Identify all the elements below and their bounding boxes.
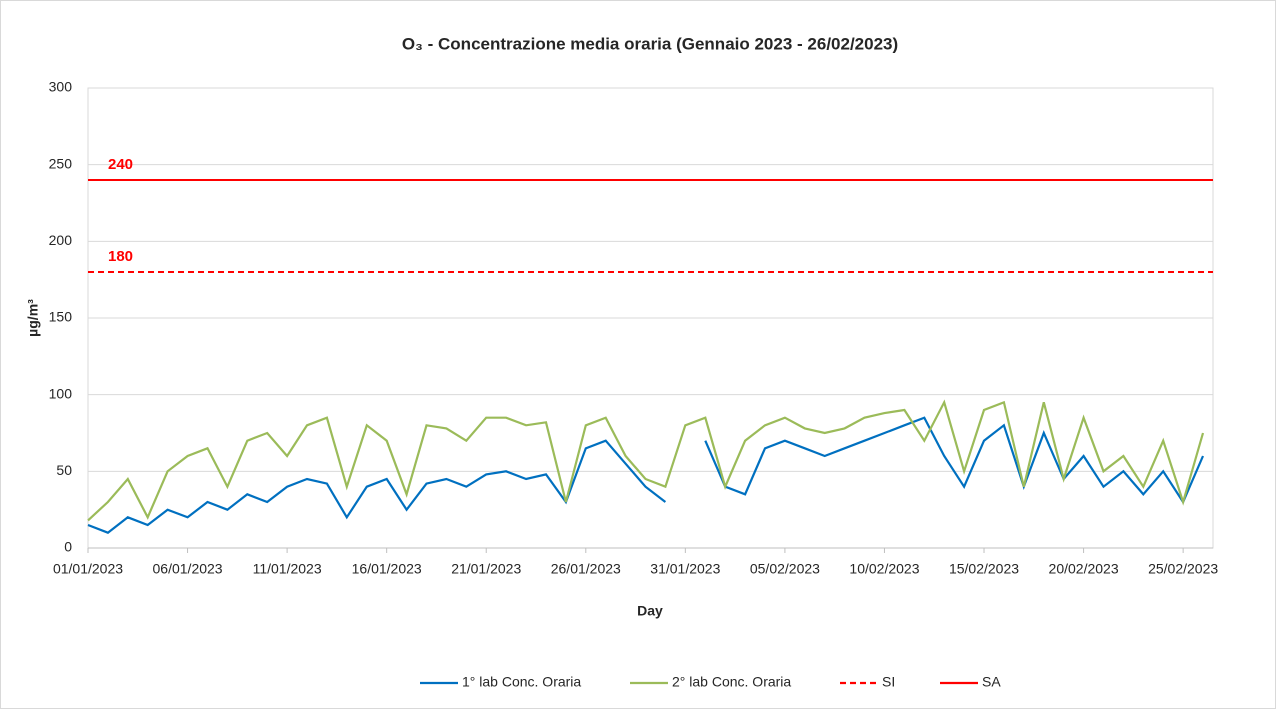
x-tick-label: 01/01/2023: [53, 561, 123, 577]
legend-label: 2° lab Conc. Oraria: [672, 674, 791, 690]
y-tick-label: 100: [49, 385, 73, 401]
x-tick-label: 26/01/2023: [551, 561, 621, 577]
y-tick-label: 300: [49, 79, 73, 95]
y-tick-label: 250: [49, 155, 73, 171]
chart-title: O₃ - Concentrazione media oraria (Gennai…: [402, 34, 898, 53]
reference-label: 180: [108, 248, 133, 265]
x-tick-label: 11/01/2023: [253, 561, 322, 577]
x-tick-label: 31/01/2023: [650, 561, 720, 577]
x-tick-label: 21/01/2023: [451, 561, 521, 577]
legend-label: SA: [982, 674, 1001, 690]
x-tick-label: 05/02/2023: [750, 561, 820, 577]
y-tick-label: 50: [56, 462, 72, 478]
x-tick-label: 15/02/2023: [949, 561, 1019, 577]
legend-label: SI: [882, 674, 895, 690]
x-tick-label: 16/01/2023: [352, 561, 422, 577]
x-tick-label: 25/02/2023: [1148, 561, 1218, 577]
data-line: [87, 399, 1205, 522]
y-tick-label: 150: [49, 309, 73, 325]
y-tick-label: 0: [64, 539, 72, 555]
legend-label: 1° lab Conc. Oraria: [462, 674, 581, 690]
x-tick-label: 20/02/2023: [1049, 561, 1119, 577]
y-tick-label: 200: [49, 232, 73, 248]
y-axis-title: µg/m³: [25, 299, 41, 337]
x-tick-label: 10/02/2023: [849, 561, 919, 577]
x-tick-label: 06/01/2023: [153, 561, 223, 577]
reference-label: 240: [108, 156, 133, 173]
x-axis-title: Day: [637, 603, 663, 619]
